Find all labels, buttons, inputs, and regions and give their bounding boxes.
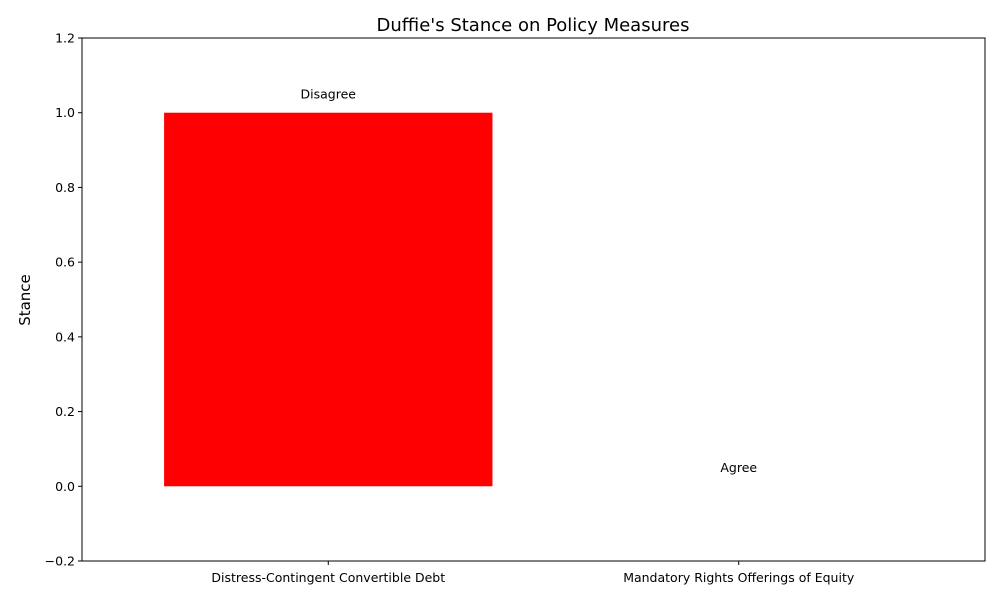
- y-tick-label: −0.2: [45, 554, 75, 569]
- y-axis-label: Stance: [16, 274, 34, 326]
- plot-frame: [81, 37, 986, 562]
- bar: [164, 112, 493, 487]
- y-tick-label: 0.0: [55, 479, 75, 494]
- x-tick-label: Mandatory Rights Offerings of Equity: [623, 570, 855, 585]
- plot-area: −0.2 0.0 0.2 0.4 0.6 0.8 1.0 1.2 Distress-Contin…: [45, 31, 855, 586]
- y-tick-label: 0.4: [55, 329, 75, 344]
- y-tick-label: 1.2: [55, 31, 75, 46]
- y-tick-label: 1.0: [55, 105, 75, 120]
- x-tick-label: Distress-Contingent Convertible Debt: [211, 570, 445, 585]
- y-tick-label: 0.6: [55, 255, 75, 270]
- chart-title: Duffie's Stance on Policy Measures: [377, 15, 690, 36]
- y-tick-label: 0.8: [55, 180, 75, 195]
- y-tick-label: 0.2: [55, 404, 75, 419]
- bar-label: Agree: [720, 460, 757, 475]
- bar-label: Disagree: [301, 87, 357, 102]
